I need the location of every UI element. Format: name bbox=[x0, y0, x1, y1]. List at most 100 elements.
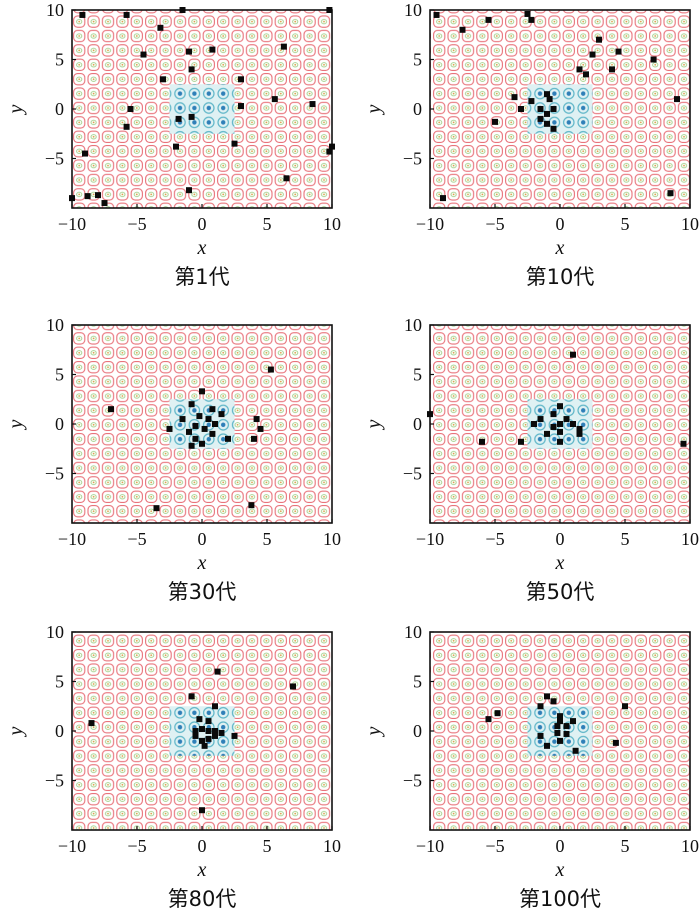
population-point bbox=[218, 729, 225, 736]
y-tick-label: 5 bbox=[55, 50, 64, 70]
population-point bbox=[212, 421, 218, 427]
population-point bbox=[563, 416, 570, 423]
generation-caption: 第100代 bbox=[519, 887, 601, 911]
x-tick-label: 5 bbox=[621, 836, 630, 856]
population-point bbox=[205, 718, 212, 725]
population-point bbox=[518, 106, 524, 112]
x-tick-label: 10 bbox=[681, 836, 699, 856]
population-point bbox=[160, 76, 166, 83]
population-point bbox=[612, 739, 619, 746]
population-point bbox=[544, 91, 550, 98]
y-tick-label: −5 bbox=[403, 464, 422, 484]
y-axis-label: y bbox=[5, 419, 27, 430]
contour-center bbox=[169, 399, 235, 449]
y-tick-label: 0 bbox=[55, 414, 64, 434]
population-point bbox=[680, 440, 687, 447]
population-point bbox=[563, 723, 570, 730]
population-point bbox=[248, 502, 255, 509]
population-point bbox=[459, 26, 466, 33]
x-tick-label: −5 bbox=[485, 529, 504, 549]
population-point bbox=[557, 403, 563, 410]
y-tick-label: 0 bbox=[413, 99, 422, 119]
population-point bbox=[563, 730, 570, 737]
population-point bbox=[199, 388, 205, 395]
population-point bbox=[212, 728, 218, 734]
population-point bbox=[572, 747, 579, 754]
generation-caption: 第10代 bbox=[526, 265, 595, 289]
population-point bbox=[253, 416, 260, 423]
y-tick-label: 10 bbox=[404, 622, 422, 642]
population-point bbox=[326, 7, 333, 13]
population-point bbox=[186, 48, 192, 55]
x-tick-label: 0 bbox=[198, 529, 207, 549]
x-tick-label: −5 bbox=[485, 836, 504, 856]
population-point bbox=[231, 140, 238, 147]
x-tick-label: −10 bbox=[416, 214, 444, 234]
population-point bbox=[127, 106, 134, 112]
y-tick-label: −5 bbox=[403, 771, 422, 791]
y-tick-label: −5 bbox=[45, 464, 64, 484]
population-point bbox=[576, 425, 583, 432]
population-point bbox=[88, 720, 95, 727]
population-point bbox=[140, 51, 147, 58]
population-point bbox=[609, 66, 615, 73]
population-point bbox=[186, 187, 192, 194]
population-point bbox=[550, 411, 557, 418]
population-point bbox=[69, 195, 75, 202]
x-tick-label: 5 bbox=[621, 529, 630, 549]
y-tick-label: 10 bbox=[46, 622, 64, 642]
y-tick-label: 0 bbox=[55, 99, 64, 119]
y-tick-label: 5 bbox=[413, 672, 422, 692]
population-point bbox=[123, 123, 130, 130]
population-point bbox=[290, 683, 296, 690]
population-point bbox=[199, 440, 205, 447]
population-point bbox=[212, 703, 218, 710]
population-point bbox=[280, 43, 287, 50]
population-point bbox=[537, 115, 544, 122]
y-tick-label: 5 bbox=[413, 50, 422, 70]
x-tick-label: −5 bbox=[127, 836, 146, 856]
x-tick-label: −10 bbox=[416, 529, 444, 549]
population-point bbox=[544, 110, 550, 117]
x-tick-label: −5 bbox=[485, 214, 504, 234]
population-point bbox=[674, 96, 680, 103]
x-axis-label: x bbox=[197, 237, 207, 259]
population-point bbox=[251, 435, 257, 442]
population-point bbox=[550, 125, 557, 132]
population-point bbox=[557, 737, 563, 744]
population-point bbox=[192, 728, 199, 734]
subplot-4: −10 −5 0 5 10 10 5 0 −5 x y 第50代 bbox=[363, 315, 699, 604]
x-tick-label: 0 bbox=[198, 836, 207, 856]
population-point bbox=[544, 120, 550, 127]
population-point bbox=[257, 425, 264, 432]
x-tick-label: 5 bbox=[263, 529, 272, 549]
generation-caption: 第30代 bbox=[168, 580, 237, 604]
population-point bbox=[225, 435, 231, 442]
population-point bbox=[427, 411, 433, 418]
y-tick-label: −5 bbox=[45, 149, 64, 169]
population-point bbox=[615, 48, 622, 55]
x-tick-label: 0 bbox=[556, 529, 565, 549]
population-point bbox=[596, 36, 602, 43]
population-point bbox=[479, 438, 485, 445]
x-axis-label: x bbox=[555, 237, 565, 259]
y-tick-label: 5 bbox=[413, 365, 422, 385]
population-point bbox=[550, 106, 557, 112]
subplot-1: −10 −5 0 5 10 10 5 0 −5 x y 第1代 bbox=[5, 0, 341, 289]
population-point bbox=[179, 416, 186, 423]
population-point bbox=[528, 98, 535, 105]
population-point bbox=[554, 729, 561, 736]
population-point bbox=[166, 425, 173, 432]
population-point bbox=[544, 742, 550, 749]
x-tick-label: −10 bbox=[58, 214, 86, 234]
population-point bbox=[557, 713, 563, 720]
population-point bbox=[199, 726, 205, 733]
population-point bbox=[570, 351, 576, 358]
subplot-2: −10 −5 0 5 10 10 5 0 −5 x y 第10代 bbox=[363, 0, 699, 289]
x-tick-label: 10 bbox=[323, 836, 341, 856]
population-point bbox=[557, 421, 563, 427]
population-point bbox=[550, 423, 557, 430]
x-tick-label: −10 bbox=[58, 836, 86, 856]
generation-caption: 第1代 bbox=[174, 265, 229, 289]
population-point bbox=[440, 195, 446, 202]
